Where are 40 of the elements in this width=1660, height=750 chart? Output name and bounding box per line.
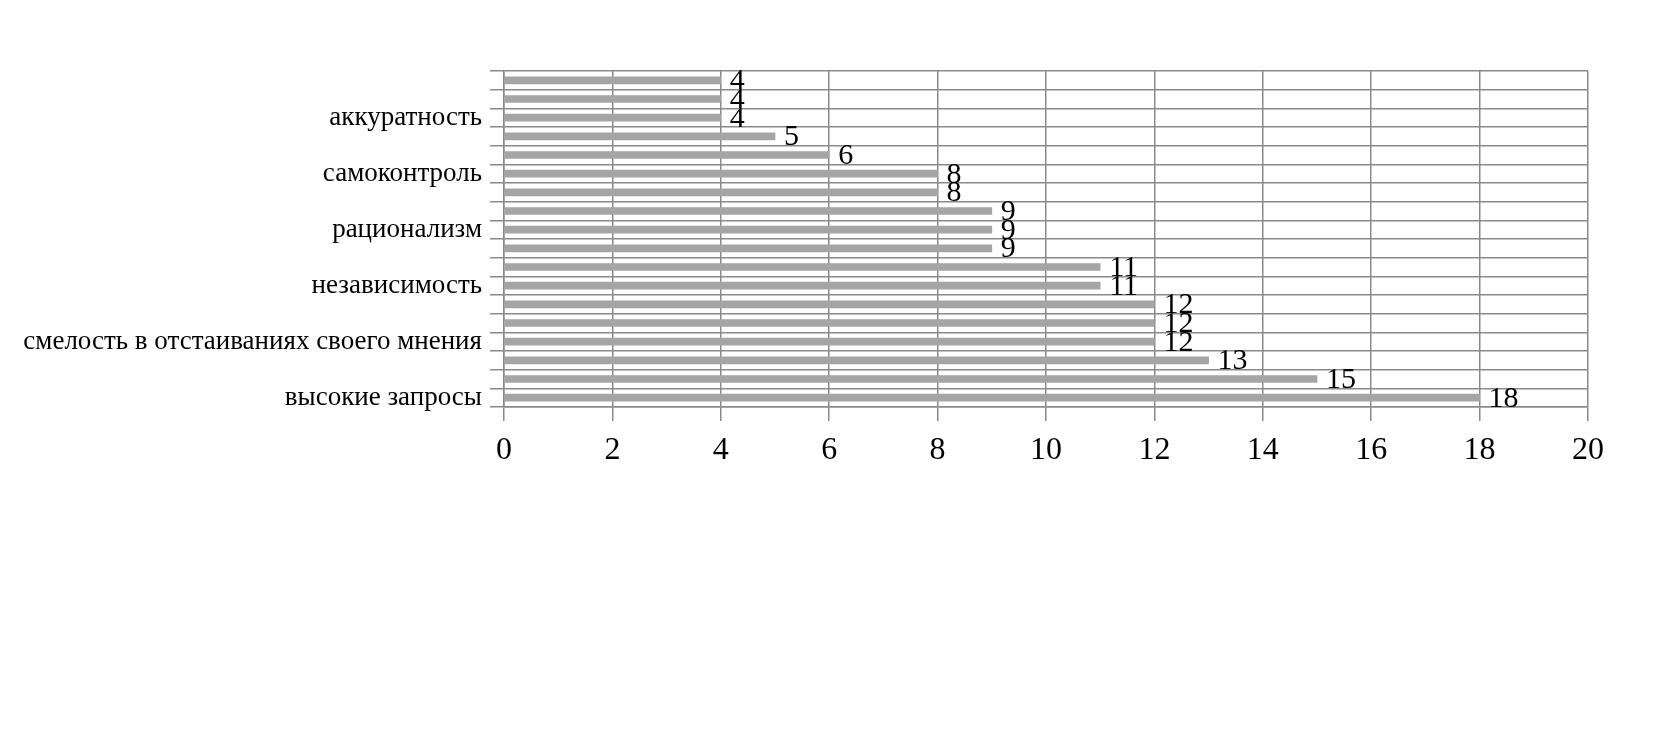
bar: [504, 300, 1155, 309]
bar: [504, 113, 722, 122]
bar: [504, 132, 776, 141]
y-tick-label: аккуратность: [329, 100, 482, 131]
x-tick-label: 2: [604, 429, 621, 466]
bar: [504, 169, 938, 178]
bar: [504, 244, 993, 253]
bar: [504, 263, 1101, 271]
x-tick-label: 20: [1572, 429, 1604, 466]
y-tick-label: высокие запросы: [284, 380, 482, 411]
x-tick-label: 4: [712, 429, 729, 466]
y-tick-label: смелость в отстаиваниях своего мнения: [23, 324, 482, 355]
bar: [504, 337, 1155, 346]
x-tick-label: 10: [1030, 429, 1062, 466]
x-tick-label: 8: [929, 429, 946, 466]
x-tick-label: 6: [821, 429, 838, 466]
data-label: 6: [838, 136, 854, 170]
bar: [504, 225, 993, 234]
x-tick-label: 18: [1463, 429, 1496, 466]
bar: [504, 151, 830, 159]
data-label: 15: [1326, 360, 1356, 394]
bar: [504, 95, 722, 103]
bar: [504, 393, 1480, 402]
data-label: 5: [784, 118, 799, 152]
bar: [504, 207, 993, 215]
bar: [504, 188, 938, 197]
x-tick-label: 0: [496, 429, 512, 466]
data-label: 13: [1217, 342, 1248, 376]
bar: [504, 319, 1155, 327]
x-tick-label: 12: [1138, 429, 1171, 466]
x-tick-label: 14: [1246, 429, 1279, 466]
y-tick-label: независимость: [311, 268, 482, 299]
y-tick-label: самоконтроль: [322, 156, 482, 187]
bar: [504, 356, 1209, 365]
data-label: 18: [1488, 379, 1519, 413]
x-tick-label: 16: [1355, 429, 1388, 466]
bar: [504, 76, 722, 85]
bar: [504, 375, 1318, 383]
bar: [504, 281, 1101, 290]
y-tick-label: рационализм: [332, 212, 482, 243]
